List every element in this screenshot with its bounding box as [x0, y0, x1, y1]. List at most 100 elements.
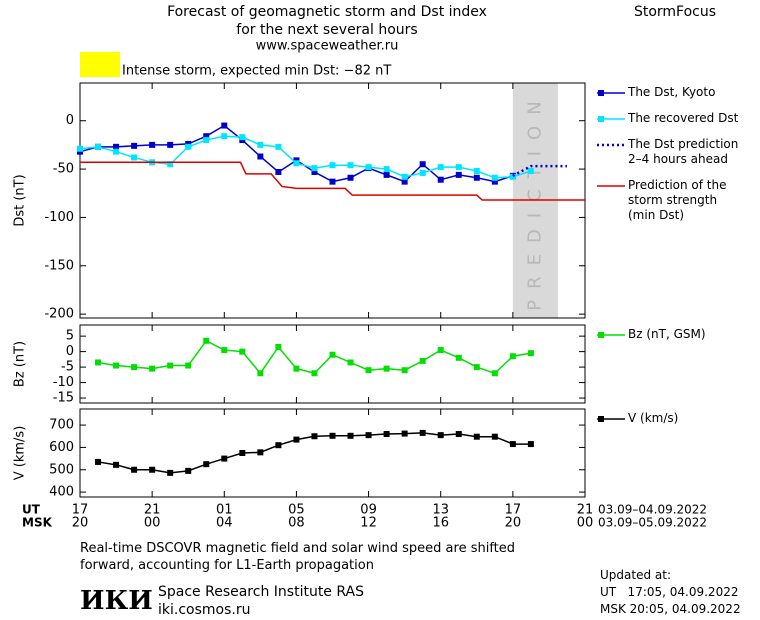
- point: [257, 153, 264, 160]
- point: [311, 168, 318, 175]
- point: [185, 467, 192, 474]
- point: [419, 161, 426, 168]
- point: [239, 450, 246, 456]
- point: [527, 350, 534, 357]
- point: [419, 429, 426, 436]
- ut-label: UT: [22, 503, 41, 517]
- point: [329, 178, 336, 185]
- series-line: [80, 161, 585, 201]
- point: [293, 365, 300, 372]
- point: [113, 362, 120, 369]
- point: [239, 348, 246, 355]
- point: [149, 365, 156, 372]
- point: [419, 357, 426, 364]
- point: [131, 154, 138, 161]
- point: [329, 162, 336, 169]
- point: [455, 431, 462, 438]
- x-tick-label: 21: [577, 503, 594, 518]
- point: [347, 174, 354, 181]
- point: [419, 169, 426, 176]
- point: [293, 436, 300, 443]
- point: [95, 143, 102, 150]
- point: [257, 370, 264, 377]
- y-tick-label: 500: [49, 462, 74, 477]
- y-axis-label: V (km/s): [13, 426, 28, 481]
- point: [77, 145, 83, 152]
- point: [203, 137, 210, 144]
- point: [437, 347, 444, 354]
- point: [311, 165, 318, 172]
- point: [473, 174, 480, 181]
- point: [167, 362, 174, 369]
- x-tick-label: 05: [288, 503, 305, 518]
- x-tick-label: 21: [144, 503, 161, 518]
- x-tick-label-msk: 08: [288, 516, 305, 531]
- logo: ИКИ: [80, 586, 153, 616]
- point: [401, 173, 408, 180]
- point: [275, 442, 282, 449]
- legend-label: The recovered Dst: [628, 111, 739, 125]
- point: [383, 166, 390, 173]
- point: [455, 171, 462, 178]
- point: [347, 162, 354, 169]
- msk-label: MSK: [22, 516, 53, 530]
- plot-frame: [79, 324, 586, 404]
- title-line: www.spaceweather.ru: [256, 39, 399, 54]
- point: [455, 164, 462, 171]
- y-axis-label: Dst (nT): [13, 174, 28, 226]
- x-tick-label: 01: [216, 503, 233, 518]
- point: [221, 122, 228, 129]
- y-tick-label: -15: [53, 391, 74, 406]
- y-tick-label: -100: [44, 210, 74, 225]
- series-line: [79, 135, 532, 179]
- series-line: [512, 164, 567, 177]
- legend-marker: [598, 416, 604, 422]
- point: [185, 143, 192, 150]
- point: [185, 362, 192, 369]
- legend-label: Prediction of the storm strength (min Ds…: [628, 178, 727, 222]
- point: [131, 364, 138, 371]
- x-tick-label: 13: [432, 503, 449, 518]
- point: [239, 134, 246, 141]
- point: [113, 143, 120, 150]
- point: [203, 337, 210, 344]
- point: [221, 347, 228, 354]
- point: [275, 343, 282, 350]
- y-tick-label: -5: [61, 360, 74, 375]
- point: [221, 455, 228, 462]
- y-tick-label: 0: [66, 344, 74, 359]
- legend-label: Bz (nT, GSM): [628, 327, 706, 341]
- ut-dates: 03.09–04.09.2022: [598, 503, 707, 517]
- plot-frame: [79, 408, 586, 498]
- point: [491, 178, 498, 185]
- point: [329, 351, 336, 358]
- point: [437, 176, 444, 183]
- y-tick-label: -200: [44, 307, 74, 322]
- point: [473, 364, 480, 371]
- point: [437, 432, 444, 439]
- x-tick-label-msk: 04: [216, 516, 233, 531]
- point: [347, 432, 354, 439]
- updated-label: Updated at:: [600, 568, 671, 582]
- y-tick-label: 400: [49, 485, 74, 500]
- point: [365, 432, 372, 439]
- y-tick-label: -150: [44, 258, 74, 273]
- x-tick-label-msk: 12: [360, 516, 377, 531]
- point: [383, 431, 390, 438]
- x-tick-label: 17: [505, 503, 522, 518]
- legend-marker: [598, 116, 604, 122]
- x-tick-label-msk: 20: [505, 516, 522, 531]
- point: [527, 168, 534, 175]
- title-line: for the next several hours: [236, 22, 417, 38]
- point: [203, 133, 210, 140]
- legend-marker: [598, 90, 604, 96]
- point: [167, 141, 174, 148]
- site: iki.cosmos.ru: [158, 602, 250, 618]
- point: [329, 432, 336, 439]
- status-swatch: [80, 52, 120, 77]
- x-tick-label-msk: 00: [144, 516, 161, 531]
- point: [221, 133, 228, 140]
- x-tick-label: 17: [72, 503, 89, 518]
- title-line: Forecast of geomagnetic storm and Dst in…: [167, 4, 487, 20]
